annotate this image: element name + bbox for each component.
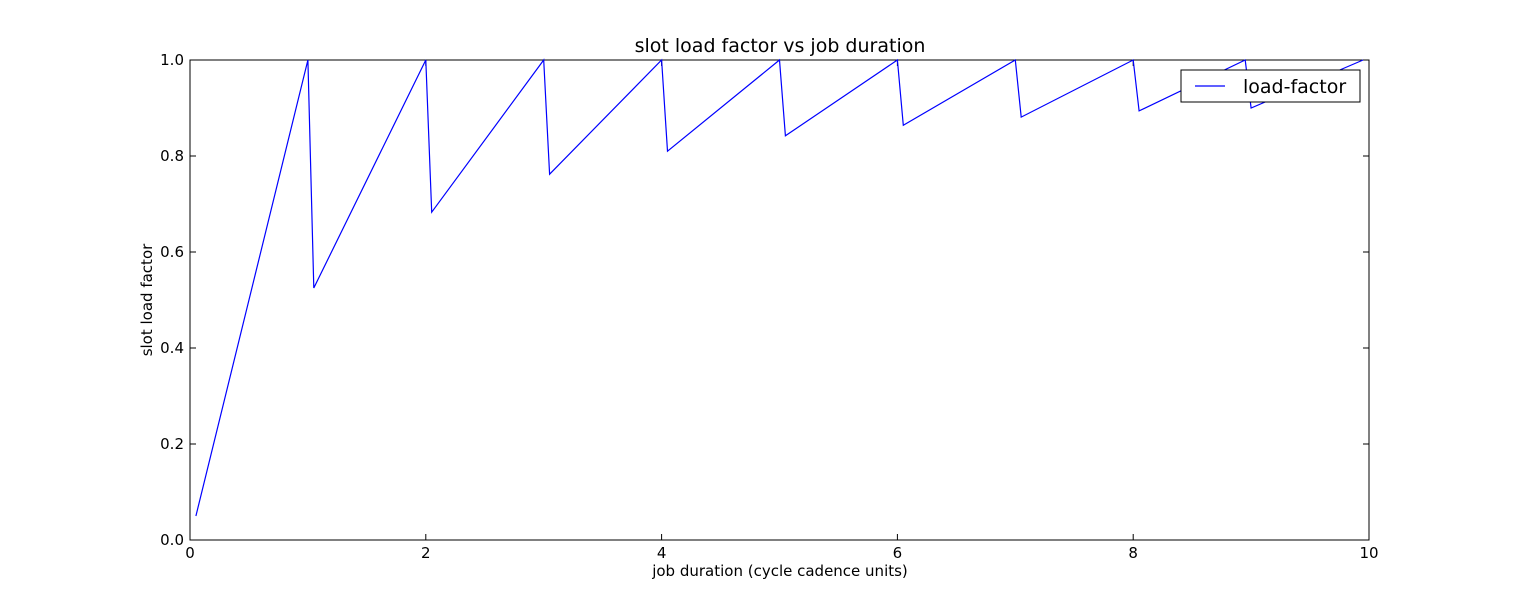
chart-title: slot load factor vs job duration [635, 35, 926, 57]
series-line-load-factor [195, 58, 1364, 517]
y-tick-label: 0.2 [160, 435, 184, 453]
x-axis: 0 2 4 6 8 10 [185, 60, 1379, 562]
x-tick-label: 10 [1359, 544, 1378, 562]
y-tick-label: 0.8 [160, 147, 184, 165]
y-tick-label: 0.4 [160, 339, 184, 357]
y-axis: 0.0 0.2 0.4 0.6 0.8 1.0 [160, 51, 1369, 549]
x-axis-label: job duration (cycle cadence units) [651, 562, 908, 580]
legend: load-factor [1180, 69, 1361, 103]
y-tick-label: 0.0 [160, 531, 184, 549]
plot-area [189, 59, 1370, 541]
series-layer [195, 58, 1364, 517]
legend-label: load-factor [1243, 76, 1346, 98]
plot-frame [189, 59, 1370, 541]
x-tick-label: 2 [421, 544, 431, 562]
x-tick-label: 8 [1128, 544, 1138, 562]
x-tick-label: 6 [893, 544, 903, 562]
x-tick-label: 4 [657, 544, 667, 562]
y-tick-label: 0.6 [160, 243, 184, 261]
y-axis-label: slot load factor [138, 243, 156, 356]
y-tick-label: 1.0 [160, 51, 184, 69]
x-tick-label: 0 [185, 544, 195, 562]
